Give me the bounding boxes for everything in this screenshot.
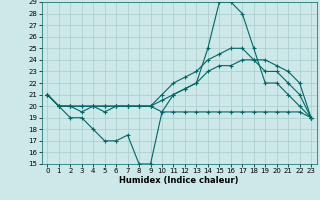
X-axis label: Humidex (Indice chaleur): Humidex (Indice chaleur)	[119, 176, 239, 185]
